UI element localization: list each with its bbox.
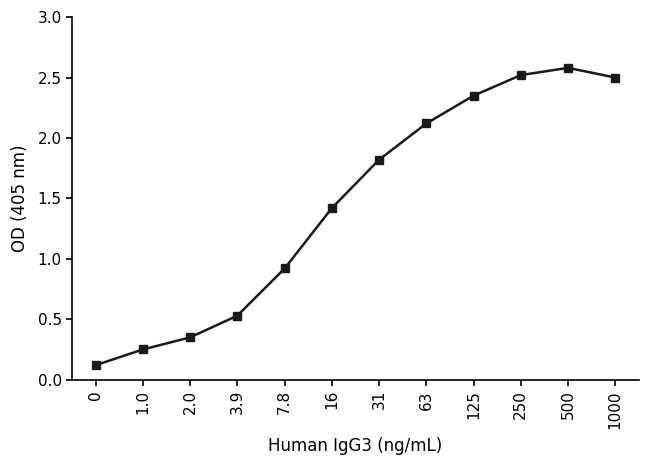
X-axis label: Human IgG3 (ng/mL): Human IgG3 (ng/mL) [268,437,443,455]
Y-axis label: OD (405 nm): OD (405 nm) [11,144,29,252]
